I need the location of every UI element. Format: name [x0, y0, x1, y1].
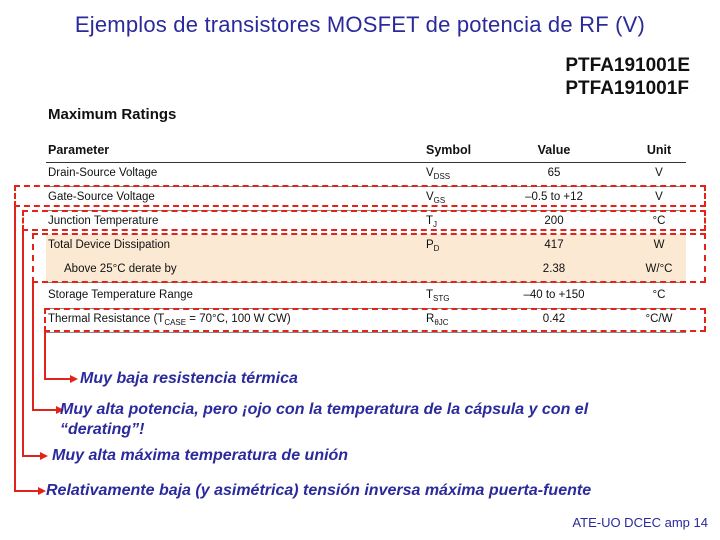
guide-line-thermal: [44, 332, 46, 379]
row-value: 200: [544, 215, 564, 227]
row-parameter: Total Device Dissipation: [48, 239, 171, 251]
highlight-gate-source: [14, 185, 706, 207]
row-value: 65: [547, 167, 561, 179]
arrow-power: [56, 406, 64, 414]
arrow-gate: [38, 487, 46, 495]
guide-line-thermal: [44, 378, 72, 380]
highlight-dissipation: [32, 233, 706, 283]
row-symbol: VDSS: [426, 167, 451, 181]
header-value: Value: [537, 143, 571, 157]
header-unit: Unit: [646, 143, 672, 157]
note-thermal-resistance: Muy baja resistencia térmica: [80, 370, 298, 387]
row-value: 2.38: [542, 263, 566, 275]
note-junction-temperature: Muy alta máxima temperatura de unión: [52, 447, 349, 464]
row-parameter: Thermal Resistance (TCASE = 70°C, 100 W …: [48, 313, 291, 327]
guide-line-gate: [14, 490, 40, 492]
slide-title: Ejemplos de transistores MOSFET de poten…: [74, 12, 646, 37]
part-numbers: PTFA191001E PTFA191001F: [565, 54, 690, 100]
row-unit: W/°C: [645, 263, 673, 275]
table-row: Thermal Resistance (TCASE = 70°C, 100 W …: [46, 308, 686, 333]
highlight-thermal: [44, 308, 706, 332]
slide-footer: ATE-UO DCEC amp 14: [572, 515, 708, 530]
highlight-junction: [22, 210, 706, 231]
guide-line-gate: [14, 207, 16, 492]
table-row: Storage Temperature Range TSTG –40 to +1…: [46, 284, 686, 309]
row-symbol: PD: [426, 239, 440, 253]
row-unit: °C: [652, 215, 666, 227]
part-number-f: PTFA191001F: [565, 78, 689, 99]
row-unit: °C/W: [645, 313, 673, 325]
note-gate-voltage: Relativamente baja (y asimétrica) tensió…: [46, 482, 592, 499]
row-parameter: Gate-Source Voltage: [48, 191, 155, 203]
row-parameter: Drain-Source Voltage: [48, 167, 158, 179]
arrow-thermal: [70, 375, 78, 383]
row-value: 417: [544, 239, 564, 251]
guide-line-junction: [22, 231, 24, 456]
row-value: –40 to +150: [523, 289, 585, 301]
guide-line-junction: [22, 455, 42, 457]
row-parameter: Junction Temperature: [48, 215, 159, 227]
part-number-e: PTFA191001E: [565, 55, 690, 76]
row-symbol: TSTG: [426, 289, 450, 303]
row-value: 0.42: [542, 313, 566, 325]
row-parameter: Above 25°C derate by: [64, 263, 177, 275]
header-symbol: Symbol: [426, 143, 472, 157]
row-symbol: VGS: [426, 191, 446, 205]
note-power: Muy alta potencia, pero ¡ojo con la temp…: [60, 401, 589, 438]
arrow-junction: [40, 452, 48, 460]
row-unit: °C: [652, 289, 666, 301]
row-symbol: RθJC: [426, 313, 449, 327]
table-row: Above 25°C derate by 2.38 W/°C: [46, 258, 686, 283]
row-unit: V: [655, 191, 663, 203]
row-value: –0.5 to +12: [525, 191, 583, 203]
table-row: Drain-Source Voltage VDSS 65 V: [46, 162, 686, 187]
table-row: Total Device Dissipation PD 417 W: [46, 234, 686, 258]
header-parameter: Parameter: [48, 143, 110, 157]
maximum-ratings-title: Maximum Ratings: [48, 106, 177, 123]
table-header-row: Parameter Symbol Value Unit: [46, 138, 686, 163]
row-unit: W: [653, 239, 665, 251]
guide-line-power: [32, 409, 58, 411]
guide-line-power: [32, 283, 34, 410]
row-unit: V: [655, 167, 663, 179]
row-parameter: Storage Temperature Range: [48, 289, 193, 301]
row-symbol: TJ: [426, 215, 438, 229]
